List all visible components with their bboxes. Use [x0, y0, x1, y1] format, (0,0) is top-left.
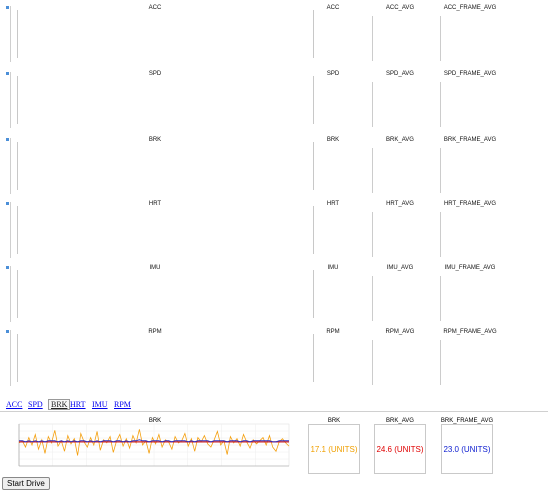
- tab-acc[interactable]: ACC: [6, 400, 23, 409]
- mini-y-axis: [3, 202, 11, 258]
- frame-avg-label: HRT_FRAME_AVG: [443, 201, 497, 207]
- active-plot-title: BRK: [148, 418, 162, 424]
- frame-avg-label: RPM_FRAME_AVG: [443, 329, 497, 335]
- column-divider: [440, 340, 441, 385]
- mini-y-axis: [3, 6, 11, 62]
- plot-frame: [17, 76, 314, 124]
- plot-label: SPD: [148, 71, 162, 77]
- tab-brk[interactable]: BRK: [48, 399, 71, 410]
- avg-label: BRK_AVG: [386, 137, 414, 143]
- tab-rpm[interactable]: RPM: [114, 400, 131, 409]
- active-sensor-chart: [18, 423, 290, 467]
- tab-hrt[interactable]: HRT: [70, 400, 86, 409]
- frame-avg-series-line: [19, 439, 289, 443]
- axis-marker: [6, 6, 9, 9]
- readout-label-avg: BRK_AVG: [386, 418, 414, 424]
- mini-y-axis: [3, 266, 11, 322]
- mini-y-axis: [3, 72, 11, 128]
- axis-marker: [6, 330, 9, 333]
- frame-avg-label: IMU_FRAME_AVG: [444, 265, 496, 271]
- plot-frame: [17, 334, 314, 382]
- sensor-row: IMU IMU IMU_AVG IMU_FRAME_AVG: [0, 262, 548, 326]
- plot-label: IMU: [149, 265, 161, 271]
- column-divider: [440, 82, 441, 127]
- active-panel: BRK BRK 17.1 (UNITS) BRK_AVG 24.6 (UNITS…: [0, 414, 548, 476]
- frame-avg-label: ACC_FRAME_AVG: [443, 5, 497, 11]
- plot-label: BRK: [148, 137, 162, 143]
- avg-label: ACC_AVG: [385, 5, 415, 11]
- frame-avg-label: BRK_FRAME_AVG: [443, 137, 497, 143]
- readout-raw: 17.1 (UNITS): [308, 424, 360, 474]
- avg-label: IMU_AVG: [386, 265, 414, 271]
- column-divider: [372, 340, 373, 385]
- avg-label: SPD_AVG: [386, 71, 414, 77]
- mini-y-axis: [3, 330, 11, 386]
- readout-label-raw: BRK: [327, 418, 341, 424]
- plot-label: HRT: [148, 201, 162, 207]
- axis-marker: [6, 202, 9, 205]
- value-label: RPM: [326, 329, 340, 335]
- sensor-row: BRK BRK BRK_AVG BRK_FRAME_AVG: [0, 134, 548, 198]
- tab-spd[interactable]: SPD: [28, 400, 43, 409]
- value-label: ACC: [326, 5, 340, 11]
- column-divider: [440, 148, 441, 193]
- value-label: SPD: [326, 71, 340, 77]
- readout-avg: 24.6 (UNITS): [374, 424, 426, 474]
- tab-imu[interactable]: IMU: [92, 400, 108, 409]
- axis-marker: [6, 266, 9, 269]
- sensor-row: SPD SPD SPD_AVG SPD_FRAME_AVG: [0, 68, 548, 132]
- plot-label: RPM: [148, 329, 162, 335]
- readout-label-frame-avg: BRK_FRAME_AVG: [440, 418, 494, 424]
- axis-marker: [6, 138, 9, 141]
- column-divider: [372, 212, 373, 257]
- column-divider: [440, 276, 441, 321]
- column-divider: [372, 82, 373, 127]
- sensor-row: ACC ACC ACC_AVG ACC_FRAME_AVG: [0, 2, 548, 66]
- column-divider: [372, 16, 373, 61]
- value-label: BRK: [326, 137, 340, 143]
- column-divider: [440, 16, 441, 61]
- avg-label: RPM_AVG: [385, 329, 415, 335]
- sensor-row: HRT HRT HRT_AVG HRT_FRAME_AVG: [0, 198, 548, 262]
- sensor-row: RPM RPM RPM_AVG RPM_FRAME_AVG: [0, 326, 548, 390]
- frame-avg-label: SPD_FRAME_AVG: [443, 71, 497, 77]
- plot-frame: [17, 10, 314, 58]
- column-divider: [372, 276, 373, 321]
- start-drive-button[interactable]: Start Drive: [2, 477, 50, 490]
- avg-label: HRT_AVG: [386, 201, 414, 207]
- plot-label: ACC: [148, 5, 162, 11]
- column-divider: [372, 148, 373, 193]
- divider: [0, 411, 548, 412]
- column-divider: [440, 212, 441, 257]
- readout-frame-avg: 23.0 (UNITS): [441, 424, 493, 474]
- value-label: IMU: [327, 265, 339, 271]
- plot-frame: [17, 142, 314, 190]
- plot-frame: [17, 270, 314, 318]
- mini-y-axis: [3, 138, 11, 194]
- axis-marker: [6, 72, 9, 75]
- value-label: HRT: [326, 201, 340, 207]
- plot-frame: [17, 206, 314, 254]
